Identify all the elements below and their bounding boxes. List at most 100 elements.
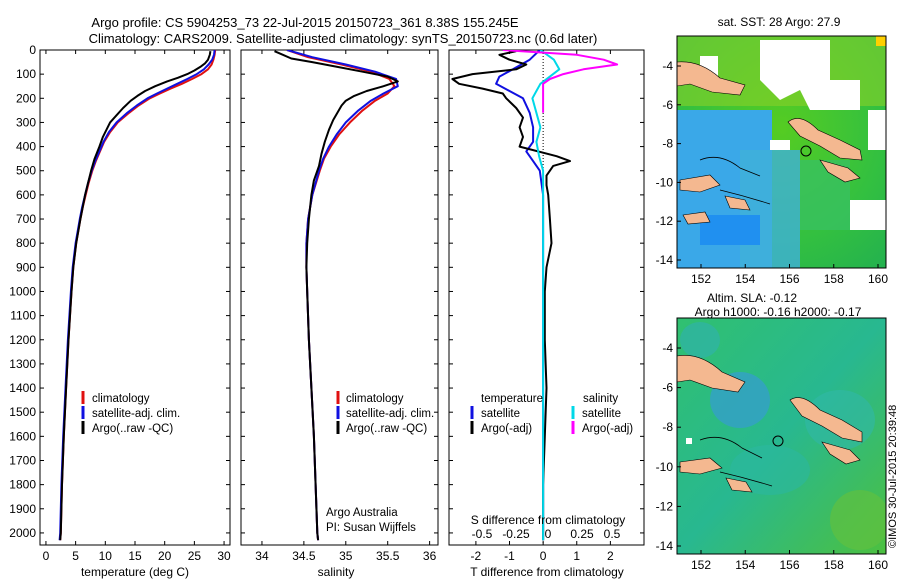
map-y-tick-label: -10 — [656, 460, 674, 474]
legend-t-satellite: satellite — [481, 408, 520, 420]
difference-xlabel: T difference from climatology — [470, 565, 624, 579]
sla-map-title-2: Argo h1000: -0.16 h2000: -0.17 — [695, 305, 862, 319]
float-position-marker — [772, 435, 784, 447]
depth-tick-label: 1800 — [9, 478, 36, 492]
legend-satellite-adj: satellite-adj. clim. — [92, 408, 180, 420]
map-y-tick-label: -6 — [662, 98, 673, 112]
map-x-tick-label: 156 — [779, 272, 799, 286]
depth-tick-label: 1900 — [9, 502, 36, 516]
sla-map — [677, 318, 886, 554]
map-x-tick-label: 152 — [691, 558, 711, 572]
temperature-xlabel: temperature (deg C) — [81, 565, 189, 579]
legend-temperature-heading: temperature — [481, 393, 543, 405]
map-x-tick-label: 158 — [824, 558, 844, 572]
x-tick-label: 5 — [72, 549, 79, 563]
salinity-xlabel: salinity — [318, 565, 355, 579]
depth-tick-label: 300 — [16, 115, 36, 129]
s-diff-tick-2: 0 — [545, 527, 552, 541]
map-x-tick-label: 154 — [735, 272, 755, 286]
map-x-tick-label: 160 — [868, 558, 888, 572]
x-tick-label: -2 — [471, 549, 482, 563]
s-diff-tick-0: -0.5 — [472, 527, 493, 541]
depth-axis: 0 100 200 300 400 500 600 700 800 900 1000 1100 1200… — [9, 43, 644, 540]
title-line-2: Climatology: CARS2009. Satellite-adjuste… — [89, 31, 598, 46]
float-position-marker — [800, 145, 812, 157]
depth-tick-label: 1000 — [9, 284, 36, 298]
temperature-x-axis: 0 5 10 15 20 25 30 — [43, 50, 231, 563]
depth-tick-label: 100 — [16, 67, 36, 81]
map-y-tick-label: -4 — [662, 341, 673, 355]
temperature-panel — [39, 49, 231, 546]
difference-panel — [448, 49, 645, 546]
legend-satellite-adj: satellite-adj. clim. — [346, 408, 434, 420]
map-x-tick-label: 152 — [691, 272, 711, 286]
series-line-argo-raw-qc- — [274, 50, 399, 541]
depth-tick-label: 1500 — [9, 405, 36, 419]
map-x-tick-label: 154 — [735, 558, 755, 572]
depth-tick-label: 1300 — [9, 357, 36, 371]
s-difference-label: S difference from climatology — [471, 513, 626, 527]
map-y-tick-label: -10 — [656, 175, 674, 189]
sla-map-title-1: Altim. SLA: -0.12 — [707, 291, 797, 305]
title-line-1: Argo profile: CS 5904253_73 22-Jul-2015 … — [91, 15, 519, 30]
x-tick-label: 35 — [339, 549, 353, 563]
map-y-tick-label: -12 — [656, 214, 674, 228]
sst-map-title: sat. SST: 28 Argo: 27.9 — [718, 15, 841, 29]
x-tick-label: 35.5 — [376, 549, 400, 563]
map-y-tick-label: -8 — [662, 137, 673, 151]
legend-argo-raw: Argo(..raw -QC) — [346, 423, 427, 435]
map-x-tick-label: 160 — [868, 272, 888, 286]
series-line-argo-raw-qc- — [59, 51, 212, 541]
x-tick-label: 1 — [573, 549, 580, 563]
x-tick-label: 34 — [255, 549, 269, 563]
depth-tick-label: 1100 — [10, 309, 36, 323]
map-x-tick-label: 158 — [824, 272, 844, 286]
s-diff-tick-1: -0.25 — [502, 527, 530, 541]
s-diff-tick-4: 0.5 — [604, 527, 621, 541]
depth-tick-label: 1700 — [9, 453, 36, 467]
legend-climatology: climatology — [92, 393, 150, 405]
depth-tick-label: 600 — [16, 188, 36, 202]
salinity-panel — [240, 49, 439, 546]
legend-s-satellite: satellite — [582, 408, 621, 420]
x-tick-label: 10 — [99, 549, 113, 563]
depth-tick-label: 700 — [16, 212, 36, 226]
legend-climatology: climatology — [346, 393, 404, 405]
map-y-tick-label: -6 — [662, 381, 673, 395]
sst-map-axes: 152 154 156 158 160 -4 -6 -8 -10 -12 -14 — [656, 59, 889, 286]
depth-tick-label: 0 — [29, 43, 36, 57]
x-tick-label: 2 — [607, 549, 614, 563]
s-diff-tick-3: 0.25 — [570, 527, 594, 541]
x-tick-label: 25 — [188, 549, 202, 563]
salinity-x-axis: 34 34.5 35 35.5 36 — [255, 50, 437, 563]
depth-tick-label: 500 — [16, 164, 36, 178]
series-line-argo-adj--salinity — [502, 50, 619, 113]
map-y-tick-label: -12 — [656, 499, 674, 513]
x-tick-label: 30 — [217, 549, 231, 563]
salinity-series — [274, 50, 399, 541]
x-tick-label: -1 — [504, 549, 515, 563]
x-tick-label: 0 — [43, 549, 50, 563]
depth-tick-label: 800 — [16, 236, 36, 250]
depth-tick-label: 900 — [16, 260, 36, 274]
x-tick-label: 36 — [423, 549, 437, 563]
difference-series — [451, 50, 619, 541]
map-y-tick-label: -4 — [662, 59, 673, 73]
temperature-legend: climatology satellite-adj. clim. Argo(..… — [81, 391, 180, 435]
credit-line-1: Argo Australia — [326, 507, 398, 519]
depth-tick-label: 1600 — [9, 429, 36, 443]
depth-tick-label: 200 — [16, 91, 36, 105]
legend-salinity-heading: salinity — [583, 393, 618, 405]
sst-map — [677, 36, 886, 268]
legend-s-argo: Argo(-adj) — [582, 423, 633, 435]
map-y-tick-label: -14 — [656, 539, 674, 553]
depth-tick-label: 1200 — [9, 333, 36, 347]
series-line-satellite-salinity — [531, 50, 561, 541]
depth-tick-label: 1400 — [9, 381, 36, 395]
depth-tick-label: 2000 — [9, 526, 36, 540]
map-y-tick-label: -14 — [656, 253, 674, 267]
map-y-tick-label: -8 — [662, 420, 673, 434]
x-tick-label: 20 — [158, 549, 172, 563]
x-tick-label: 15 — [128, 549, 142, 563]
